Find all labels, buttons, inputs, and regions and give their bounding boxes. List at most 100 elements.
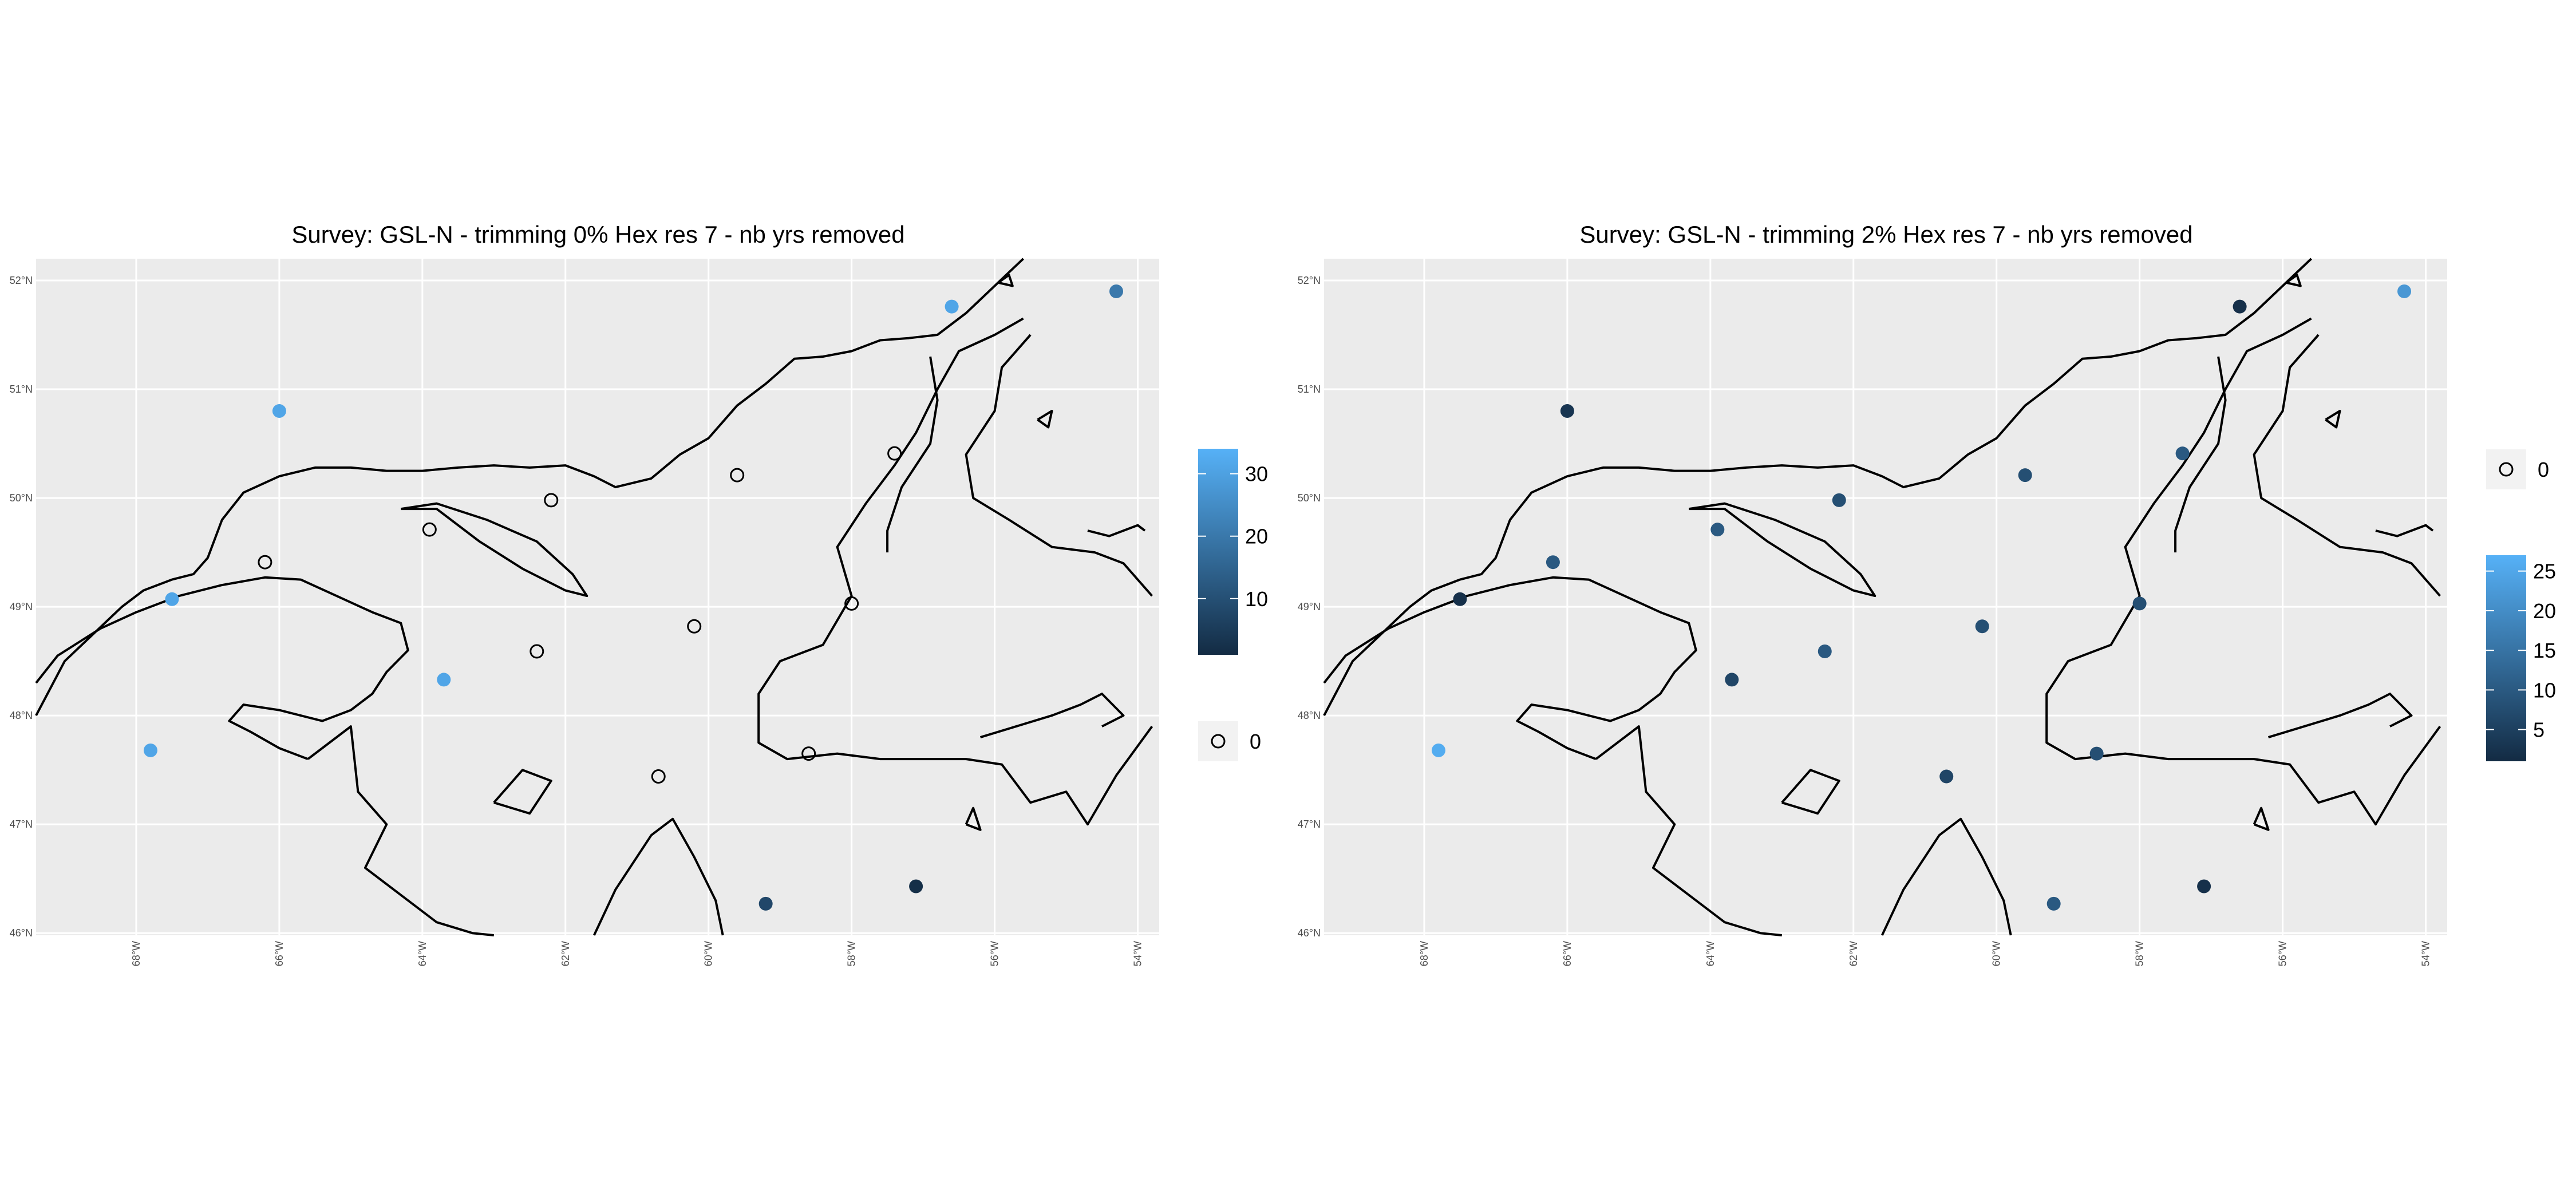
survey-point bbox=[651, 769, 666, 784]
coastline-segment bbox=[1880, 817, 2012, 936]
survey-point bbox=[272, 404, 286, 418]
coastline-segment bbox=[1323, 258, 2312, 717]
lon-tick-label: 56°W bbox=[989, 941, 1001, 966]
colorbar-tick-label: 10 bbox=[2533, 678, 2556, 702]
coastline-segment bbox=[307, 725, 495, 936]
lon-tick-label: 58°W bbox=[2134, 941, 2146, 966]
coastline-segment bbox=[2253, 806, 2270, 831]
zero-legend-key-right bbox=[2486, 449, 2526, 489]
lat-tick-label: 49°N bbox=[1298, 601, 1321, 612]
coastline-segment bbox=[35, 258, 1024, 717]
lat-tick-label: 52°N bbox=[1298, 275, 1321, 286]
lon-tick-label: 60°W bbox=[1991, 941, 2002, 966]
lat-tick-label: 46°N bbox=[1298, 927, 1321, 939]
lon-tick-label: 62°W bbox=[560, 941, 571, 966]
lon-tick-label: 66°W bbox=[1562, 941, 1573, 966]
survey-point bbox=[687, 619, 702, 634]
coastline-segment bbox=[1087, 524, 1146, 537]
lat-labels-right: 52°N 51°N 50°N 49°N 48°N 47°N 46°N bbox=[1298, 275, 1321, 939]
colorbar-tick-label: 5 bbox=[2533, 718, 2545, 742]
survey-point bbox=[2089, 746, 2104, 761]
colorbar-ticks-left: 10 20 30 bbox=[1198, 462, 1268, 611]
plot-background-right bbox=[1324, 259, 2447, 935]
lat-tick-label: 51°N bbox=[10, 383, 33, 395]
survey-point bbox=[1725, 673, 1739, 687]
survey-point bbox=[801, 746, 816, 761]
survey-point bbox=[437, 673, 451, 687]
coastline-segment bbox=[35, 576, 409, 760]
lat-labels-left: 52°N 51°N 50°N 49°N 48°N 47°N 46°N bbox=[10, 275, 33, 939]
colorbar-tick-label: 25 bbox=[2533, 560, 2556, 583]
lat-tick-label: 50°N bbox=[10, 492, 33, 504]
zero-legend-symbol-left bbox=[1211, 734, 1226, 749]
survey-point bbox=[2175, 446, 2190, 461]
survey-point bbox=[1939, 769, 1954, 784]
legend-right: 0 5 10 15 20 25 bbox=[2486, 449, 2556, 761]
lon-tick-label: 64°W bbox=[417, 941, 428, 966]
lat-tick-label: 47°N bbox=[1298, 819, 1321, 830]
lat-tick-label: 50°N bbox=[1298, 492, 1321, 504]
survey-point bbox=[1818, 645, 1832, 659]
lat-tick-label: 46°N bbox=[10, 927, 33, 939]
lon-tick-label: 54°W bbox=[1132, 941, 1144, 966]
survey-point bbox=[2018, 468, 2032, 483]
survey-point bbox=[1109, 284, 1124, 299]
coastline-segment bbox=[592, 817, 724, 936]
survey-point bbox=[2233, 299, 2247, 314]
survey-point bbox=[258, 555, 272, 570]
lon-tick-label: 66°W bbox=[274, 941, 285, 966]
survey-point bbox=[909, 879, 923, 893]
coastline-segment bbox=[965, 334, 1153, 597]
map-panel-left: Survey: GSL-N - trimming 0% Hex res 7 - … bbox=[10, 221, 1268, 966]
survey-point bbox=[758, 896, 773, 911]
survey-point bbox=[1832, 493, 1846, 507]
legend-left: 10 20 30 0 bbox=[1198, 449, 1268, 761]
survey-point bbox=[2197, 879, 2211, 893]
coastline-segment bbox=[1688, 502, 1876, 598]
lon-tick-label: 60°W bbox=[703, 941, 714, 966]
survey-point bbox=[1453, 592, 1467, 606]
zero-legend-symbol-right bbox=[2499, 462, 2514, 477]
colorbar-tick-label: 15 bbox=[2533, 639, 2556, 662]
survey-point bbox=[945, 299, 959, 314]
zero-legend-label-left: 0 bbox=[1250, 730, 1261, 753]
lat-tick-label: 52°N bbox=[10, 275, 33, 286]
survey-point bbox=[544, 493, 559, 508]
zero-legend-key-left bbox=[1198, 721, 1238, 761]
panel-title-right: Survey: GSL-N - trimming 2% Hex res 7 - … bbox=[1579, 221, 2192, 248]
coastline-segment bbox=[886, 356, 939, 553]
graticule-right bbox=[1324, 259, 2447, 935]
survey-point bbox=[165, 592, 179, 606]
survey-point bbox=[1560, 404, 1574, 418]
colorbar-tick-label: 20 bbox=[2533, 599, 2556, 623]
lat-tick-label: 51°N bbox=[1298, 383, 1321, 395]
coastline-segment bbox=[2285, 274, 2302, 287]
lon-labels-right: 68°W 66°W 64°W 62°W 60°W 58°W 56°W 54°W bbox=[1419, 941, 2432, 966]
survey-point bbox=[2397, 284, 2412, 299]
coastline-segment bbox=[757, 317, 1153, 826]
lon-tick-label: 68°W bbox=[1419, 941, 1430, 966]
survey-point bbox=[143, 743, 157, 757]
survey-point bbox=[844, 596, 859, 611]
survey-point bbox=[730, 468, 745, 483]
colorbar-tick-label: 30 bbox=[1245, 462, 1268, 486]
coastline-segment bbox=[2253, 334, 2441, 597]
survey-points-left bbox=[143, 284, 1124, 911]
lon-tick-label: 62°W bbox=[1848, 941, 1859, 966]
survey-point bbox=[2132, 596, 2147, 611]
zero-legend-label-right: 0 bbox=[2538, 458, 2549, 481]
coastline-segment bbox=[997, 274, 1014, 287]
coastline-segment bbox=[2375, 524, 2434, 537]
coastline-segment bbox=[2268, 693, 2413, 739]
survey-point bbox=[422, 522, 437, 537]
coastline-segment bbox=[400, 502, 588, 598]
lon-tick-label: 58°W bbox=[846, 941, 858, 966]
coastline-segment bbox=[2174, 356, 2227, 553]
coastline-segment bbox=[2045, 317, 2441, 826]
coastline-segment bbox=[1037, 410, 1053, 429]
lon-tick-label: 64°W bbox=[1705, 941, 1716, 966]
lat-tick-label: 48°N bbox=[10, 710, 33, 721]
coastline-segment bbox=[1323, 576, 1697, 760]
lat-tick-label: 48°N bbox=[1298, 710, 1321, 721]
